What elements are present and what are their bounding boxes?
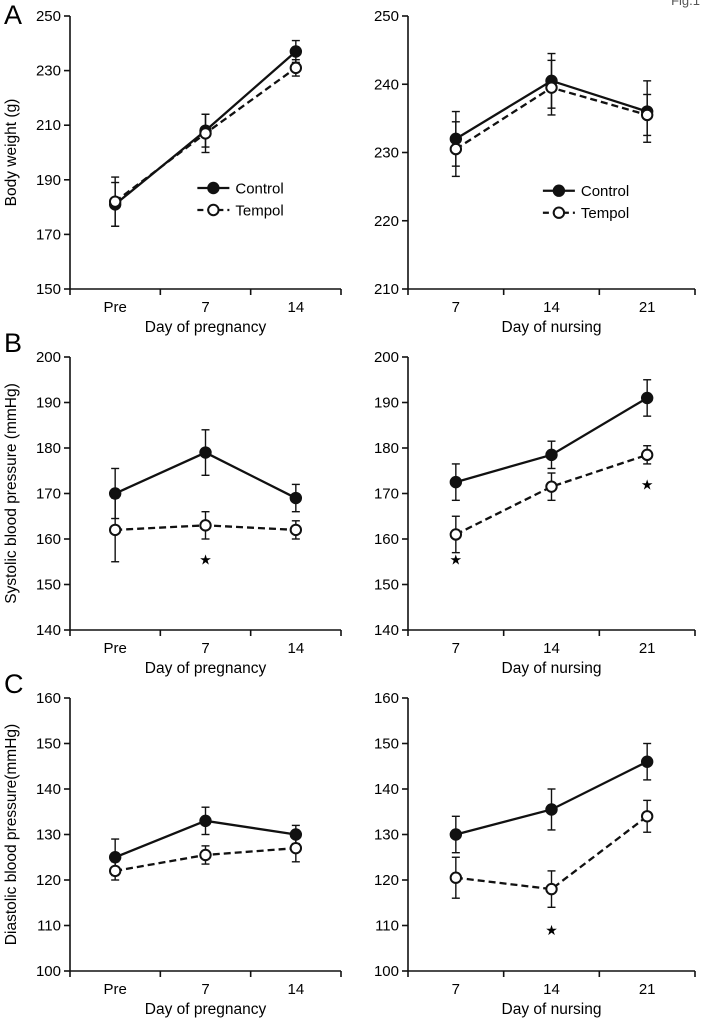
panel-label-a: A <box>4 0 23 30</box>
svg-text:140: 140 <box>374 781 399 798</box>
svg-text:7: 7 <box>452 640 460 657</box>
svg-text:14: 14 <box>543 981 560 998</box>
svg-text:14: 14 <box>543 299 560 316</box>
svg-text:160: 160 <box>374 531 399 548</box>
chart-systolic-bp-pregnancy: 140 150 160 170 180 190 200 Pre 7 14 Day of pregna… <box>3 349 342 677</box>
svg-text:Body weight (g): Body weight (g) <box>3 99 20 207</box>
svg-text:230: 230 <box>374 145 399 162</box>
svg-text:14: 14 <box>287 299 304 316</box>
svg-text:120: 120 <box>374 872 399 889</box>
svg-text:110: 110 <box>375 918 399 935</box>
chart-diastolic-bp-nursing: 100 110 120 130 140 150 160 7 14 21 Day of nursing… <box>374 690 696 1018</box>
chart-systolic-bp-nursing: 140 150 160 170 180 190 200 7 14 21 Day of nursing… <box>374 349 696 677</box>
svg-text:14: 14 <box>543 640 560 657</box>
svg-text:160: 160 <box>36 690 61 707</box>
svg-text:21: 21 <box>639 981 656 998</box>
svg-text:100: 100 <box>374 963 399 980</box>
svg-text:Pre: Pre <box>103 640 126 657</box>
svg-text:Pre: Pre <box>103 981 126 998</box>
svg-text:200: 200 <box>36 349 61 366</box>
panel-label-c: C <box>4 669 24 699</box>
svg-text:150: 150 <box>36 281 61 298</box>
svg-text:170: 170 <box>36 226 61 243</box>
svg-text:7: 7 <box>201 640 209 657</box>
svg-text:★: ★ <box>450 551 463 567</box>
chart-body-weight-pregnancy: 150 170 190 210 230 250 Pre 7 14 Day of pregnancy… <box>3 8 342 336</box>
svg-text:220: 220 <box>374 213 399 230</box>
svg-text:130: 130 <box>36 827 61 844</box>
svg-text:190: 190 <box>374 395 399 412</box>
figure-number: Fig.1 <box>671 0 700 8</box>
svg-text:150: 150 <box>36 736 61 753</box>
svg-text:110: 110 <box>37 918 61 935</box>
svg-text:230: 230 <box>36 63 61 80</box>
svg-text:Day of nursing: Day of nursing <box>502 319 602 336</box>
svg-text:Systolic blood pressure (mmHg): Systolic blood pressure (mmHg) <box>3 383 20 604</box>
svg-text:7: 7 <box>201 299 209 316</box>
svg-text:Control: Control <box>235 180 283 197</box>
svg-text:140: 140 <box>36 781 61 798</box>
svg-text:120: 120 <box>36 872 61 889</box>
svg-text:Diastolic blood pressure(mmHg): Diastolic blood pressure(mmHg) <box>3 724 20 945</box>
svg-text:200: 200 <box>374 349 399 366</box>
svg-text:14: 14 <box>287 981 304 998</box>
svg-text:190: 190 <box>36 172 61 189</box>
svg-text:Pre: Pre <box>103 299 126 316</box>
svg-text:170: 170 <box>36 486 61 503</box>
svg-text:240: 240 <box>374 76 399 93</box>
svg-text:150: 150 <box>374 736 399 753</box>
svg-text:160: 160 <box>36 531 61 548</box>
svg-text:14: 14 <box>287 640 304 657</box>
panel-label-b: B <box>4 328 23 358</box>
svg-text:150: 150 <box>36 577 61 594</box>
svg-text:180: 180 <box>374 440 399 457</box>
svg-text:Control: Control <box>581 183 629 200</box>
svg-text:130: 130 <box>374 827 399 844</box>
svg-text:21: 21 <box>639 299 656 316</box>
svg-text:7: 7 <box>452 299 460 316</box>
svg-text:190: 190 <box>36 395 61 412</box>
svg-text:★: ★ <box>545 922 558 938</box>
svg-text:Day of pregnancy: Day of pregnancy <box>145 319 267 336</box>
svg-text:170: 170 <box>374 486 399 503</box>
svg-text:★: ★ <box>641 476 654 492</box>
svg-text:250: 250 <box>374 8 399 25</box>
svg-text:Day of nursing: Day of nursing <box>502 1001 602 1018</box>
svg-text:140: 140 <box>36 622 61 639</box>
svg-text:250: 250 <box>36 8 61 25</box>
svg-text:150: 150 <box>374 577 399 594</box>
svg-text:100: 100 <box>36 963 61 980</box>
svg-text:Tempol: Tempol <box>581 205 629 222</box>
svg-text:21: 21 <box>639 640 656 657</box>
svg-text:★: ★ <box>199 551 212 567</box>
chart-diastolic-bp-pregnancy: 100 110 120 130 140 150 160 Pre 7 14 Day of pregna… <box>3 690 342 1018</box>
svg-text:Tempol: Tempol <box>235 202 283 219</box>
svg-text:160: 160 <box>374 690 399 707</box>
svg-text:210: 210 <box>36 117 61 134</box>
svg-text:7: 7 <box>452 981 460 998</box>
svg-text:140: 140 <box>374 622 399 639</box>
svg-text:Day of nursing: Day of nursing <box>502 660 602 677</box>
svg-text:Day of pregnancy: Day of pregnancy <box>145 1001 267 1018</box>
svg-text:7: 7 <box>201 981 209 998</box>
svg-text:180: 180 <box>36 440 61 457</box>
svg-text:Day of pregnancy: Day of pregnancy <box>145 660 267 677</box>
svg-text:210: 210 <box>374 281 399 298</box>
chart-body-weight-nursing: 210 220 230 240 250 7 14 21 Day of nursing Contro… <box>374 8 696 336</box>
